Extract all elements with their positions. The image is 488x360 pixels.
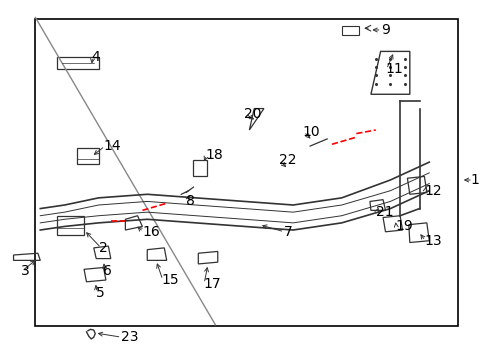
Text: 8: 8 [186, 194, 195, 208]
Text: 4: 4 [91, 50, 100, 64]
Text: 15: 15 [162, 273, 179, 287]
Text: 19: 19 [394, 220, 412, 233]
Text: 17: 17 [203, 276, 221, 291]
Text: 7: 7 [283, 225, 291, 239]
Text: 1: 1 [469, 173, 479, 187]
Text: 18: 18 [205, 148, 223, 162]
Text: 5: 5 [96, 285, 105, 300]
Bar [193, 160, 206, 176]
Text: 22: 22 [278, 153, 295, 167]
Text: 12: 12 [424, 184, 441, 198]
Bar [57, 216, 84, 235]
Text: 2: 2 [99, 241, 107, 255]
Text: 16: 16 [142, 225, 160, 239]
Bar [77, 148, 99, 164]
Text: 11: 11 [385, 62, 403, 76]
Text: 20: 20 [244, 107, 262, 121]
Text: 9: 9 [380, 23, 389, 37]
Text: 14: 14 [103, 139, 121, 153]
Text: 13: 13 [424, 234, 441, 248]
Text: 6: 6 [103, 264, 112, 278]
Bar [35, 19, 458, 327]
Bar [57, 57, 99, 69]
Text: 10: 10 [302, 125, 320, 139]
Text: 23: 23 [120, 330, 138, 344]
Text: 3: 3 [21, 264, 30, 278]
Text: 21: 21 [375, 205, 393, 219]
